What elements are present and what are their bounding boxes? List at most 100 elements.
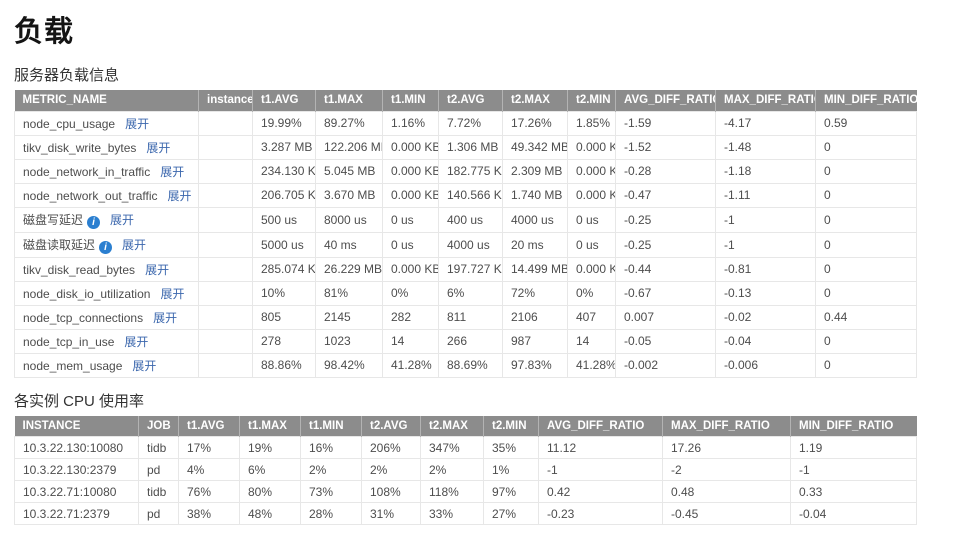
t1-max-cell: 81% bbox=[315, 280, 383, 306]
table-row: 10.3.22.71:2379 pd 38% 48% 28% 31% 33% 27% -0.23… bbox=[14, 502, 917, 525]
t1-min-cell: 0% bbox=[382, 280, 439, 306]
t1-avg-cell: 5000 us bbox=[252, 231, 316, 258]
table-row: 10.3.22.130:10080 tidb 17% 19% 16% 206% 347% 35… bbox=[14, 436, 917, 459]
t1-min-cell: 0.000 KB bbox=[382, 134, 439, 160]
expand-link[interactable]: 展开 bbox=[160, 286, 185, 301]
min-diff-cell: 0 bbox=[815, 280, 917, 306]
t2-avg-cell: 6% bbox=[438, 280, 503, 306]
expand-link[interactable]: 展开 bbox=[146, 140, 171, 155]
info-icon[interactable]: i bbox=[99, 240, 113, 254]
t2-min-cell: 35% bbox=[483, 436, 539, 459]
t2-avg-cell: 266 bbox=[438, 328, 503, 354]
t2-min-cell: 41.28% bbox=[567, 352, 616, 378]
avg-diff-cell: -1.59 bbox=[615, 110, 716, 136]
t2-max-cell: 4000 us bbox=[502, 206, 568, 233]
expand-link[interactable]: 展开 bbox=[167, 188, 192, 203]
col-t1-max: t1.MAX bbox=[239, 415, 301, 437]
t1-max-cell: 6% bbox=[239, 458, 301, 481]
col-t2-min: t2.MIN bbox=[567, 90, 616, 111]
metric-name: node_disk_io_utilization bbox=[23, 286, 151, 301]
col-t1-min: t1.MIN bbox=[300, 415, 362, 437]
t1-max-cell: 19% bbox=[239, 436, 301, 459]
table-row: node_network_out_traffic 展开 206.705 KB3.67… bbox=[14, 182, 917, 208]
t1-min-cell: 0.000 KB bbox=[382, 158, 439, 184]
t2-avg-cell: 31% bbox=[361, 502, 421, 525]
col-t2-avg: t2.AVG bbox=[361, 415, 421, 437]
avg-diff-cell: -1 bbox=[538, 458, 663, 481]
t2-max-cell: 33% bbox=[420, 502, 484, 525]
page-title: 负载 bbox=[14, 16, 75, 48]
metric-cell: node_cpu_usage 展开 bbox=[14, 110, 199, 136]
table-row: node_cpu_usage 展开 19.99% 89.27% 1.16% 7.72% 17… bbox=[14, 110, 917, 136]
cpu-usage-header-row: INSTANCE JOB t1.AVG t1.MAX t1.MIN t2.AVG… bbox=[14, 415, 917, 437]
metric-name: node_mem_usage bbox=[23, 358, 123, 373]
metric-name: node_network_in_traffic bbox=[23, 164, 151, 179]
expand-link[interactable]: 展开 bbox=[145, 262, 170, 277]
t2-max-cell: 118% bbox=[420, 480, 484, 503]
min-diff-cell: 1.19 bbox=[790, 436, 917, 459]
metric-name: node_tcp_in_use bbox=[23, 334, 115, 349]
job-cell: tidb bbox=[138, 436, 179, 459]
avg-diff-cell: -0.23 bbox=[538, 502, 663, 525]
col-t2-max: t2.MAX bbox=[420, 415, 484, 437]
col-t2-min: t2.MIN bbox=[483, 415, 539, 437]
metric-name: node_network_out_traffic bbox=[23, 188, 158, 203]
t2-avg-cell: 1.306 MB bbox=[438, 134, 503, 160]
t2-max-cell: 17.26% bbox=[502, 110, 568, 136]
expand-link[interactable]: 展开 bbox=[153, 310, 178, 325]
max-diff-cell: 0.48 bbox=[662, 480, 791, 503]
metric-cell: 磁盘读取延迟 i 展开 bbox=[14, 231, 199, 258]
col-min-diff-ratio: MIN_DIFF_RATIO bbox=[790, 415, 917, 437]
instance-cell: 10.3.22.71:10080 bbox=[14, 480, 139, 503]
metric-name: 磁盘写延迟 bbox=[23, 212, 84, 227]
min-diff-cell: 0 bbox=[815, 182, 917, 208]
t2-min-cell: 97% bbox=[483, 480, 539, 503]
metric-cell: tikv_disk_read_bytes 展开 bbox=[14, 256, 199, 282]
col-t1-min: t1.MIN bbox=[382, 90, 439, 111]
t1-max-cell: 3.670 MB bbox=[315, 182, 383, 208]
table-row: node_disk_io_utilization 展开 10% 81% 0% 6% 72% 0… bbox=[14, 280, 917, 306]
metric-cell: node_disk_io_utilization 展开 bbox=[14, 280, 199, 306]
avg-diff-cell: -0.44 bbox=[615, 256, 716, 282]
max-diff-cell: -0.81 bbox=[715, 256, 816, 282]
col-t2-avg: t2.AVG bbox=[438, 90, 503, 111]
col-t1-max: t1.MAX bbox=[315, 90, 383, 111]
t1-max-cell: 40 ms bbox=[315, 231, 383, 258]
t1-min-cell: 0.000 KB bbox=[382, 182, 439, 208]
instance-cell bbox=[198, 134, 253, 160]
expand-link[interactable]: 展开 bbox=[160, 164, 185, 179]
t2-min-cell: 0 us bbox=[567, 206, 616, 233]
instance-cell bbox=[198, 352, 253, 378]
avg-diff-cell: -0.05 bbox=[615, 328, 716, 354]
t1-min-cell: 0 us bbox=[382, 206, 439, 233]
t1-max-cell: 2145 bbox=[315, 304, 383, 330]
t2-min-cell: 0.000 KB bbox=[567, 134, 616, 160]
t1-max-cell: 5.045 MB bbox=[315, 158, 383, 184]
min-diff-cell: 0 bbox=[815, 328, 917, 354]
table-row: 磁盘读取延迟 i 展开 5000 us 40 ms 0 us 4000 us 20 ms 0 u… bbox=[14, 231, 917, 258]
avg-diff-cell: -0.28 bbox=[615, 158, 716, 184]
info-icon[interactable]: i bbox=[87, 215, 101, 229]
expand-link[interactable]: 展开 bbox=[132, 358, 157, 373]
t1-avg-cell: 76% bbox=[178, 480, 240, 503]
max-diff-cell: -0.04 bbox=[715, 328, 816, 354]
max-diff-cell: -0.006 bbox=[715, 352, 816, 378]
t2-max-cell: 20 ms bbox=[502, 231, 568, 258]
t2-min-cell: 1.85% bbox=[567, 110, 616, 136]
t2-min-cell: 0% bbox=[567, 280, 616, 306]
expand-link[interactable]: 展开 bbox=[125, 116, 150, 131]
server-load-header-row: METRIC_NAME instance t1.AVG t1.MAX t1.MI… bbox=[14, 90, 917, 111]
t2-avg-cell: 400 us bbox=[438, 206, 503, 233]
expand-link[interactable]: 展开 bbox=[122, 237, 147, 252]
expand-link[interactable]: 展开 bbox=[124, 334, 149, 349]
table-row: 磁盘写延迟 i 展开 500 us 8000 us 0 us 400 us 4000 us 0 … bbox=[14, 206, 917, 233]
instance-cell bbox=[198, 110, 253, 136]
job-cell: pd bbox=[138, 502, 179, 525]
t2-min-cell: 0 us bbox=[567, 231, 616, 258]
metric-cell: node_network_in_traffic 展开 bbox=[14, 158, 199, 184]
table-row: node_tcp_in_use 展开 278 1023 14 266 987 14 -0.05-… bbox=[14, 328, 917, 354]
t2-avg-cell: 182.775 KB bbox=[438, 158, 503, 184]
instance-cell bbox=[198, 158, 253, 184]
expand-link[interactable]: 展开 bbox=[110, 212, 135, 227]
col-instance: INSTANCE bbox=[14, 415, 139, 437]
